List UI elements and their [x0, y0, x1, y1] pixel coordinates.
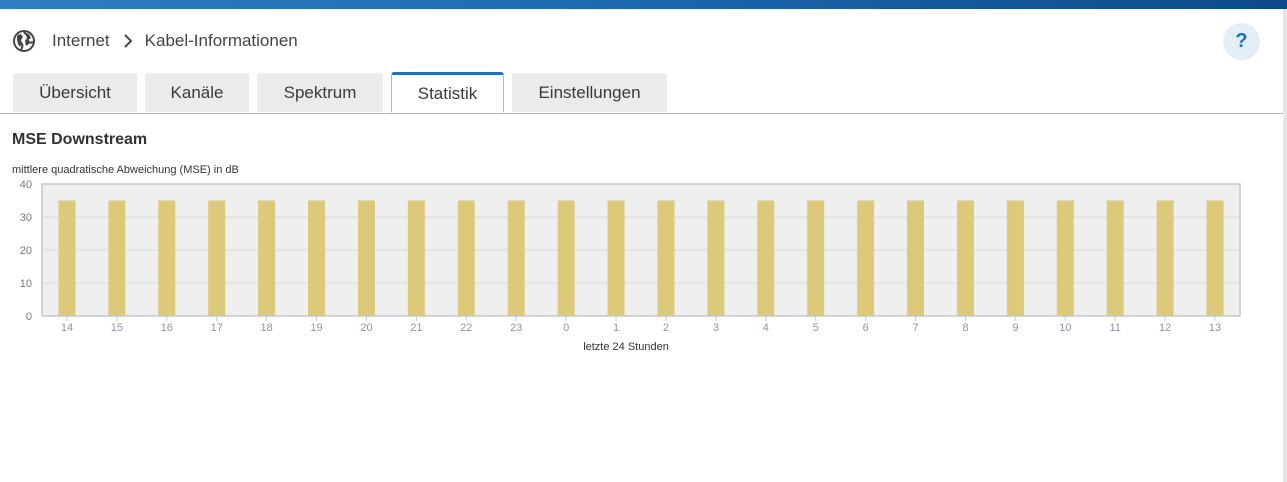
- x-tick-label: 14: [61, 322, 73, 334]
- x-tick-label: 0: [563, 322, 569, 334]
- bar: [956, 200, 974, 316]
- bar: [457, 200, 475, 316]
- bar: [1056, 200, 1074, 316]
- bar: [757, 200, 775, 316]
- bar: [607, 200, 625, 316]
- y-tick-label: 20: [20, 245, 32, 257]
- x-tick-label: 6: [863, 322, 869, 334]
- bar: [657, 200, 675, 316]
- breadcrumb-internet[interactable]: Internet: [52, 31, 110, 50]
- scrollbar-track[interactable]: [1283, 9, 1287, 482]
- chevron-right-icon: [123, 34, 132, 48]
- y-tick-label: 10: [20, 278, 32, 290]
- x-tick-label: 23: [510, 322, 522, 334]
- bar: [308, 200, 326, 316]
- bar: [1156, 200, 1174, 316]
- bar: [1006, 200, 1024, 316]
- tab-einstellungen[interactable]: Einstellungen: [512, 73, 667, 112]
- x-tick-label: 5: [813, 322, 819, 334]
- tab-kanaele[interactable]: Kanäle: [145, 73, 249, 112]
- chart-x-axis-label: letzte 24 Stunden: [583, 341, 669, 353]
- bar: [857, 200, 875, 316]
- x-tick-label: 22: [460, 322, 472, 334]
- tab-spektrum[interactable]: Spektrum: [257, 73, 383, 112]
- x-tick-label: 9: [1012, 322, 1018, 334]
- bar: [158, 200, 176, 316]
- x-tick-label: 3: [713, 322, 719, 334]
- tab-uebersicht[interactable]: Übersicht: [13, 73, 137, 112]
- x-tick-label: 21: [410, 322, 422, 334]
- x-tick-label: 17: [211, 322, 223, 334]
- x-tick-label: 7: [912, 322, 918, 334]
- y-tick-label: 0: [26, 311, 32, 323]
- x-tick-label: 12: [1159, 322, 1171, 334]
- chart-y-axis-label: mittlere quadratische Abweichung (MSE) i…: [12, 164, 239, 176]
- section-title: MSE Downstream: [12, 131, 148, 148]
- bar: [208, 200, 226, 316]
- globe-icon: [13, 30, 35, 52]
- x-tick-label: 2: [663, 322, 669, 334]
- tab-bar: Übersicht Kanäle Spektrum Statistik Eins…: [0, 72, 1283, 114]
- bar: [58, 200, 76, 316]
- x-tick-label: 4: [763, 322, 769, 334]
- bar: [707, 200, 725, 316]
- bar: [407, 200, 425, 316]
- bar: [807, 200, 825, 316]
- bar: [907, 200, 925, 316]
- y-tick-label: 40: [20, 179, 32, 191]
- x-tick-label: 1: [613, 322, 619, 334]
- x-tick-label: 20: [360, 322, 372, 334]
- x-tick-label: 16: [161, 322, 173, 334]
- bar: [1106, 200, 1124, 316]
- bar: [258, 200, 276, 316]
- breadcrumb-kabel-informationen: Kabel-Informationen: [144, 31, 298, 50]
- help-button[interactable]: ?: [1223, 23, 1260, 60]
- bar: [1206, 200, 1224, 316]
- breadcrumb: Internet Kabel-Informationen: [12, 28, 298, 54]
- x-tick-label: 8: [962, 322, 968, 334]
- x-tick-label: 10: [1059, 322, 1071, 334]
- bar: [557, 200, 575, 316]
- y-tick-label: 30: [20, 212, 32, 224]
- x-tick-label: 13: [1209, 322, 1221, 334]
- x-tick-label: 19: [310, 322, 322, 334]
- top-accent-bar: [0, 0, 1287, 9]
- bar: [108, 200, 126, 316]
- question-mark-icon: ?: [1235, 30, 1248, 52]
- x-tick-label: 15: [111, 322, 123, 334]
- tab-statistik[interactable]: Statistik: [391, 72, 504, 113]
- bar: [507, 200, 525, 316]
- x-tick-label: 11: [1109, 322, 1120, 334]
- x-tick-label: 18: [261, 322, 273, 334]
- bar: [357, 200, 375, 316]
